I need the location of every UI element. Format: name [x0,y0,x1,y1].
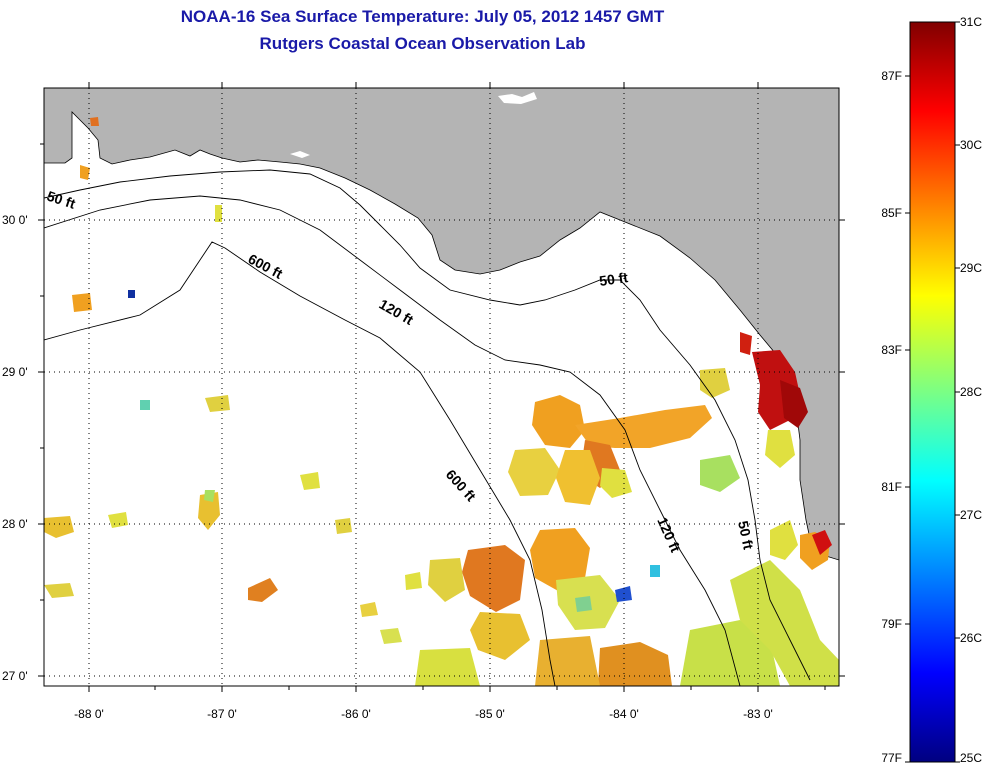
fahrenheit-label: 87F [881,69,902,83]
colorbar-gradient [909,21,956,763]
fahrenheit-label: 79F [881,617,902,631]
celsius-label: 31C [960,15,982,29]
lat-tick-label: 29 0' [2,365,28,379]
tick-marks [38,82,845,692]
celsius-label: 25C [960,751,982,765]
lat-tick-label: 27 0' [2,669,28,683]
colorbar: 31C 30C 29C 28C 27C 26C 25C 87F 85F 83F … [881,15,982,765]
celsius-label: 28C [960,385,982,399]
lon-tick-label: -83 0' [743,707,773,721]
celsius-label: 30C [960,138,982,152]
fahrenheit-label: 77F [881,751,902,765]
chart-title: NOAA-16 Sea Surface Temperature: July 05… [180,7,665,26]
lat-tick-label: 30 0' [2,213,28,227]
fahrenheit-label: 83F [881,343,902,357]
celsius-label: 29C [960,261,982,275]
lake [290,151,310,158]
contour-label: 50 ft [598,269,629,289]
lon-tick-label: -87 0' [207,707,237,721]
fahrenheit-label: 81F [881,480,902,494]
lon-tick-label: -88 0' [74,707,104,721]
sst-map: 50 ft 600 ft 120 ft 50 ft 600 ft 120 ft … [2,82,845,721]
lake [498,92,537,104]
depth-contours [44,169,811,686]
lon-tick-label: -84 0' [609,707,639,721]
fahrenheit-label: 85F [881,206,902,220]
lon-tick-label: -86 0' [341,707,371,721]
lon-tick-label: -85 0' [475,707,505,721]
map-frame [43,87,840,687]
lat-tick-label: 28 0' [2,517,28,531]
chart-subtitle: Rutgers Coastal Ocean Observation Lab [259,34,586,53]
celsius-label: 26C [960,631,982,645]
sst-patches [44,117,839,686]
contour-label: 50 ft [735,519,757,551]
celsius-label: 27C [960,508,982,522]
colorbar-ticks [905,21,960,763]
